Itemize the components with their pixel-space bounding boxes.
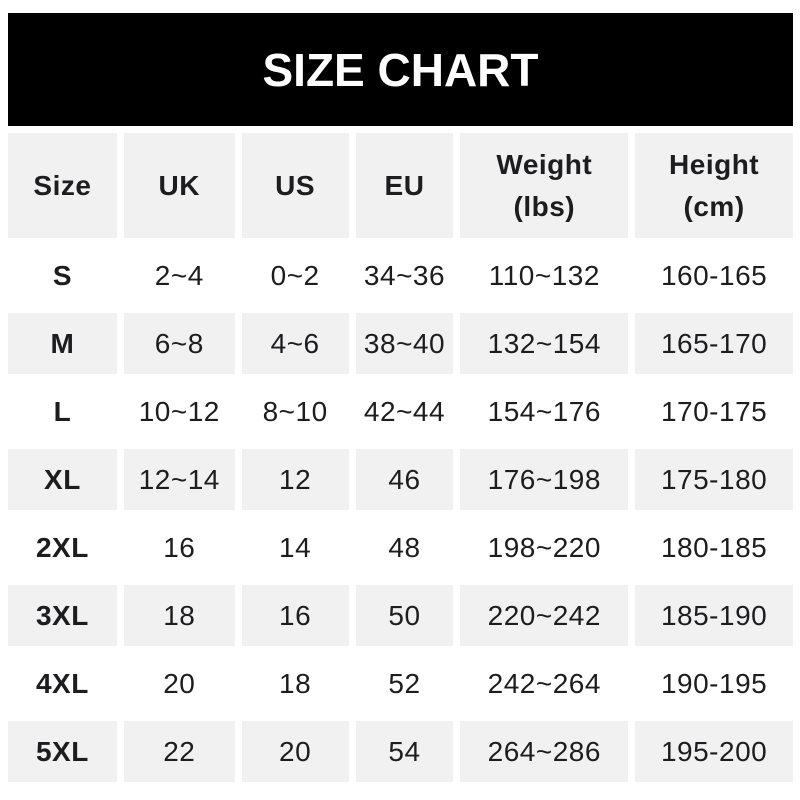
uk-value-cell: 6~8 [123, 313, 235, 374]
banner: SIZE CHART [8, 13, 793, 126]
column-header-label: Weight [496, 148, 593, 180]
column-header-weight: Weight (lbs) [460, 133, 629, 238]
eu-value-cell: 42~44 [355, 381, 454, 442]
eu-value-cell: 50 [355, 585, 454, 646]
uk-value-cell: 22 [123, 721, 235, 782]
us-value-cell: 18 [241, 653, 349, 714]
column-header-height: Height (cm) [635, 133, 793, 238]
eu-value-cell: 48 [355, 517, 454, 578]
height-value-cell: 160-165 [635, 245, 793, 306]
height-value-cell: 165-170 [635, 313, 793, 374]
size-label-cell: 2XL [8, 517, 117, 578]
uk-value-cell: 12~14 [123, 449, 235, 510]
weight-value-cell: 132~154 [460, 313, 629, 374]
eu-value-cell: 46 [355, 449, 454, 510]
weight-value-cell: 242~264 [460, 653, 629, 714]
height-value-cell: 175-180 [635, 449, 793, 510]
column-header-us: US [241, 133, 349, 238]
height-value-cell: 180-185 [635, 517, 793, 578]
column-header-label: Size [33, 169, 92, 201]
weight-value-cell: 198~220 [460, 517, 629, 578]
column-header-unit: (lbs) [513, 190, 576, 222]
weight-value-cell: 154~176 [460, 381, 629, 442]
uk-value-cell: 20 [123, 653, 235, 714]
column-header-label: EU [384, 169, 425, 201]
column-header-uk: UK [123, 133, 235, 238]
size-label-cell: XL [8, 449, 117, 510]
height-value-cell: 185-190 [635, 585, 793, 646]
size-label-cell: 5XL [8, 721, 117, 782]
us-value-cell: 4~6 [241, 313, 349, 374]
uk-value-cell: 16 [123, 517, 235, 578]
us-value-cell: 12 [241, 449, 349, 510]
size-label-cell: 3XL [8, 585, 117, 646]
column-header-label: Height [669, 148, 760, 180]
column-header-unit: (cm) [683, 190, 745, 222]
eu-value-cell: 38~40 [355, 313, 454, 374]
us-value-cell: 8~10 [241, 381, 349, 442]
us-value-cell: 14 [241, 517, 349, 578]
uk-value-cell: 2~4 [123, 245, 235, 306]
height-value-cell: 190-195 [635, 653, 793, 714]
column-header-size: Size [8, 133, 117, 238]
column-header-eu: EU [355, 133, 454, 238]
column-header-label: US [275, 169, 316, 201]
weight-value-cell: 264~286 [460, 721, 629, 782]
us-value-cell: 20 [241, 721, 349, 782]
weight-value-cell: 110~132 [460, 245, 629, 306]
weight-value-cell: 220~242 [460, 585, 629, 646]
eu-value-cell: 54 [355, 721, 454, 782]
banner-title: SIZE CHART [262, 43, 539, 96]
uk-value-cell: 18 [123, 585, 235, 646]
weight-value-cell: 176~198 [460, 449, 629, 510]
size-label-cell: 4XL [8, 653, 117, 714]
size-label-cell: S [8, 245, 117, 306]
size-label-cell: M [8, 313, 117, 374]
uk-value-cell: 10~12 [123, 381, 235, 442]
us-value-cell: 0~2 [241, 245, 349, 306]
column-header-label: UK [158, 169, 200, 201]
us-value-cell: 16 [241, 585, 349, 646]
eu-value-cell: 34~36 [355, 245, 454, 306]
size-label-cell: L [8, 381, 117, 442]
height-value-cell: 195-200 [635, 721, 793, 782]
eu-value-cell: 52 [355, 653, 454, 714]
height-value-cell: 170-175 [635, 381, 793, 442]
size-table: Size UK US EU Weight (lbs) Height (cm) S… [8, 133, 793, 782]
